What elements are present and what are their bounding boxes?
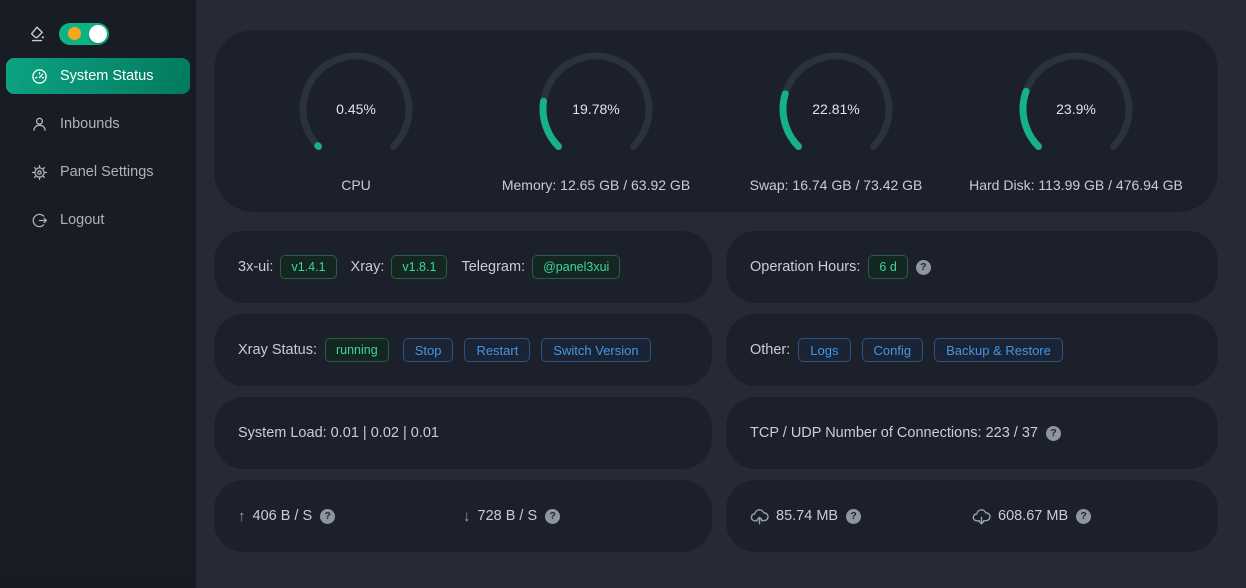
sidebar-item-label: Inbounds [60, 116, 120, 132]
cpu-dial: 0.45% [296, 49, 416, 169]
sidebar-item-label: Panel Settings [60, 164, 154, 180]
app-version-tag: v1.4.1 [280, 255, 337, 279]
traffic-card: 85.74 MB ? 608.67 MB ? [726, 480, 1218, 552]
other-card: Other: Logs Config Backup & Restore [726, 314, 1218, 386]
info-grid: 3x-ui: v1.4.1 Xray: v1.8.1 Telegram: @pa… [214, 231, 1218, 552]
download-speed-value: 728 B / S [477, 508, 538, 524]
sidebar-footer [0, 576, 196, 588]
dark-mode-toggle[interactable] [59, 22, 109, 45]
app-version-label: 3x-ui: [238, 259, 274, 275]
download-speed: ↓ 728 B / S ? [463, 508, 688, 525]
system-load-text: System Load: 0.01 | 0.02 | 0.01 [238, 425, 439, 441]
cpu-label: CPU [341, 177, 371, 193]
gauge-swap: 22.81% Swap: 16.74 GB / 73.42 GB [716, 49, 956, 193]
cpu-percent: 0.45% [336, 101, 376, 117]
sidebar-item-system-status[interactable]: System Status [6, 58, 190, 94]
stop-button[interactable]: Stop [402, 338, 454, 362]
restart-button[interactable]: Restart [464, 338, 531, 362]
config-button[interactable]: Config [861, 338, 924, 362]
connections-text: TCP / UDP Number of Connections: 223 / 3… [750, 425, 1038, 441]
logout-icon [31, 212, 48, 229]
xray-version-tag: v1.8.1 [391, 255, 448, 279]
total-upload: 85.74 MB ? [750, 507, 972, 526]
gauge-memory: 19.78% Memory: 12.65 GB / 63.92 GB [476, 49, 716, 193]
system-load-card: System Load: 0.01 | 0.02 | 0.01 [214, 397, 712, 469]
xray-status-label: Xray Status: [238, 342, 317, 358]
cloud-download-icon [972, 507, 991, 526]
sidebar-item-inbounds[interactable]: Inbounds [6, 106, 190, 142]
memory-label: Memory: 12.65 GB / 63.92 GB [501, 177, 691, 193]
xray-version-label: Xray: [350, 259, 385, 275]
gauge-cpu: 0.45% CPU [236, 49, 476, 193]
total-download-value: 608.67 MB [998, 508, 1069, 524]
version-card: 3x-ui: v1.4.1 Xray: v1.8.1 Telegram: @pa… [214, 231, 712, 303]
xray-status-card: Xray Status: running Stop Restart Switch… [214, 314, 712, 386]
theme-icon[interactable] [28, 25, 46, 43]
uptime-label: Operation Hours: [750, 259, 861, 275]
sidebar-item-label: Logout [60, 212, 105, 228]
gauge-hard-disk: 23.9% Hard Disk: 113.99 GB / 476.94 GB [956, 49, 1196, 193]
toggle-knob [89, 24, 107, 43]
dashboard-icon [31, 68, 48, 85]
xray-status-badge: running [324, 338, 389, 362]
user-icon [31, 116, 48, 133]
telegram-label: Telegram: [461, 259, 526, 275]
hard-disk-percent: 23.9% [1056, 101, 1096, 117]
app-version-group: 3x-ui: v1.4.1 [238, 255, 337, 279]
backup-restore-button[interactable]: Backup & Restore [934, 338, 1063, 362]
main-content: 0.45% CPU 19.78% Memory: 12.65 GB / 63.9… [196, 0, 1246, 588]
total-upload-help-icon[interactable]: ? [846, 508, 862, 524]
hard-disk-dial: 23.9% [1016, 49, 1136, 169]
uptime-value-tag: 6 d [868, 255, 908, 279]
switch-version-button[interactable]: Switch Version [541, 338, 651, 362]
speed-card: ↑ 406 B / S ? ↓ 728 B / S ? [214, 480, 712, 552]
memory-percent: 19.78% [572, 101, 620, 117]
hard-disk-label: Hard Disk: 113.99 GB / 476.94 GB [969, 177, 1183, 193]
telegram-handle-tag[interactable]: @panel3xui [532, 255, 621, 279]
memory-dial: 19.78% [536, 49, 656, 169]
download-speed-help-icon[interactable]: ? [545, 508, 561, 524]
total-download: 608.67 MB ? [972, 507, 1194, 526]
sidebar-menu: System Status Inbounds [0, 58, 196, 238]
other-label: Other: [750, 342, 791, 358]
sidebar-top [0, 0, 196, 48]
swap-label: Swap: 16.74 GB / 73.42 GB [749, 177, 923, 193]
gear-icon [31, 164, 48, 181]
total-upload-value: 85.74 MB [776, 508, 839, 524]
total-download-help-icon[interactable]: ? [1076, 508, 1092, 524]
arrow-up-icon: ↑ [238, 507, 246, 525]
sidebar-item-logout[interactable]: Logout [6, 202, 190, 238]
sidebar-item-label: System Status [60, 68, 154, 84]
cloud-upload-icon [750, 507, 769, 526]
sidebar: System Status Inbounds [0, 0, 196, 588]
swap-percent: 22.81% [812, 101, 860, 117]
gauge-card: 0.45% CPU 19.78% Memory: 12.65 GB / 63.9… [214, 30, 1218, 212]
connections-card: TCP / UDP Number of Connections: 223 / 3… [726, 397, 1218, 469]
upload-speed-help-icon[interactable]: ? [320, 508, 336, 524]
uptime-help-icon[interactable]: ? [915, 259, 931, 275]
logs-button[interactable]: Logs [798, 338, 851, 362]
swap-dial: 22.81% [776, 49, 896, 169]
arrow-down-icon: ↓ [463, 507, 471, 525]
sun-icon [68, 27, 81, 40]
sidebar-item-panel-settings[interactable]: Panel Settings [6, 154, 190, 190]
connections-help-icon[interactable]: ? [1046, 425, 1061, 441]
telegram-group: Telegram: @panel3xui [461, 255, 621, 279]
upload-speed: ↑ 406 B / S ? [238, 508, 463, 525]
uptime-card: Operation Hours: 6 d ? [726, 231, 1218, 303]
upload-speed-value: 406 B / S [252, 508, 313, 524]
xray-version-group: Xray: v1.8.1 [351, 255, 448, 279]
